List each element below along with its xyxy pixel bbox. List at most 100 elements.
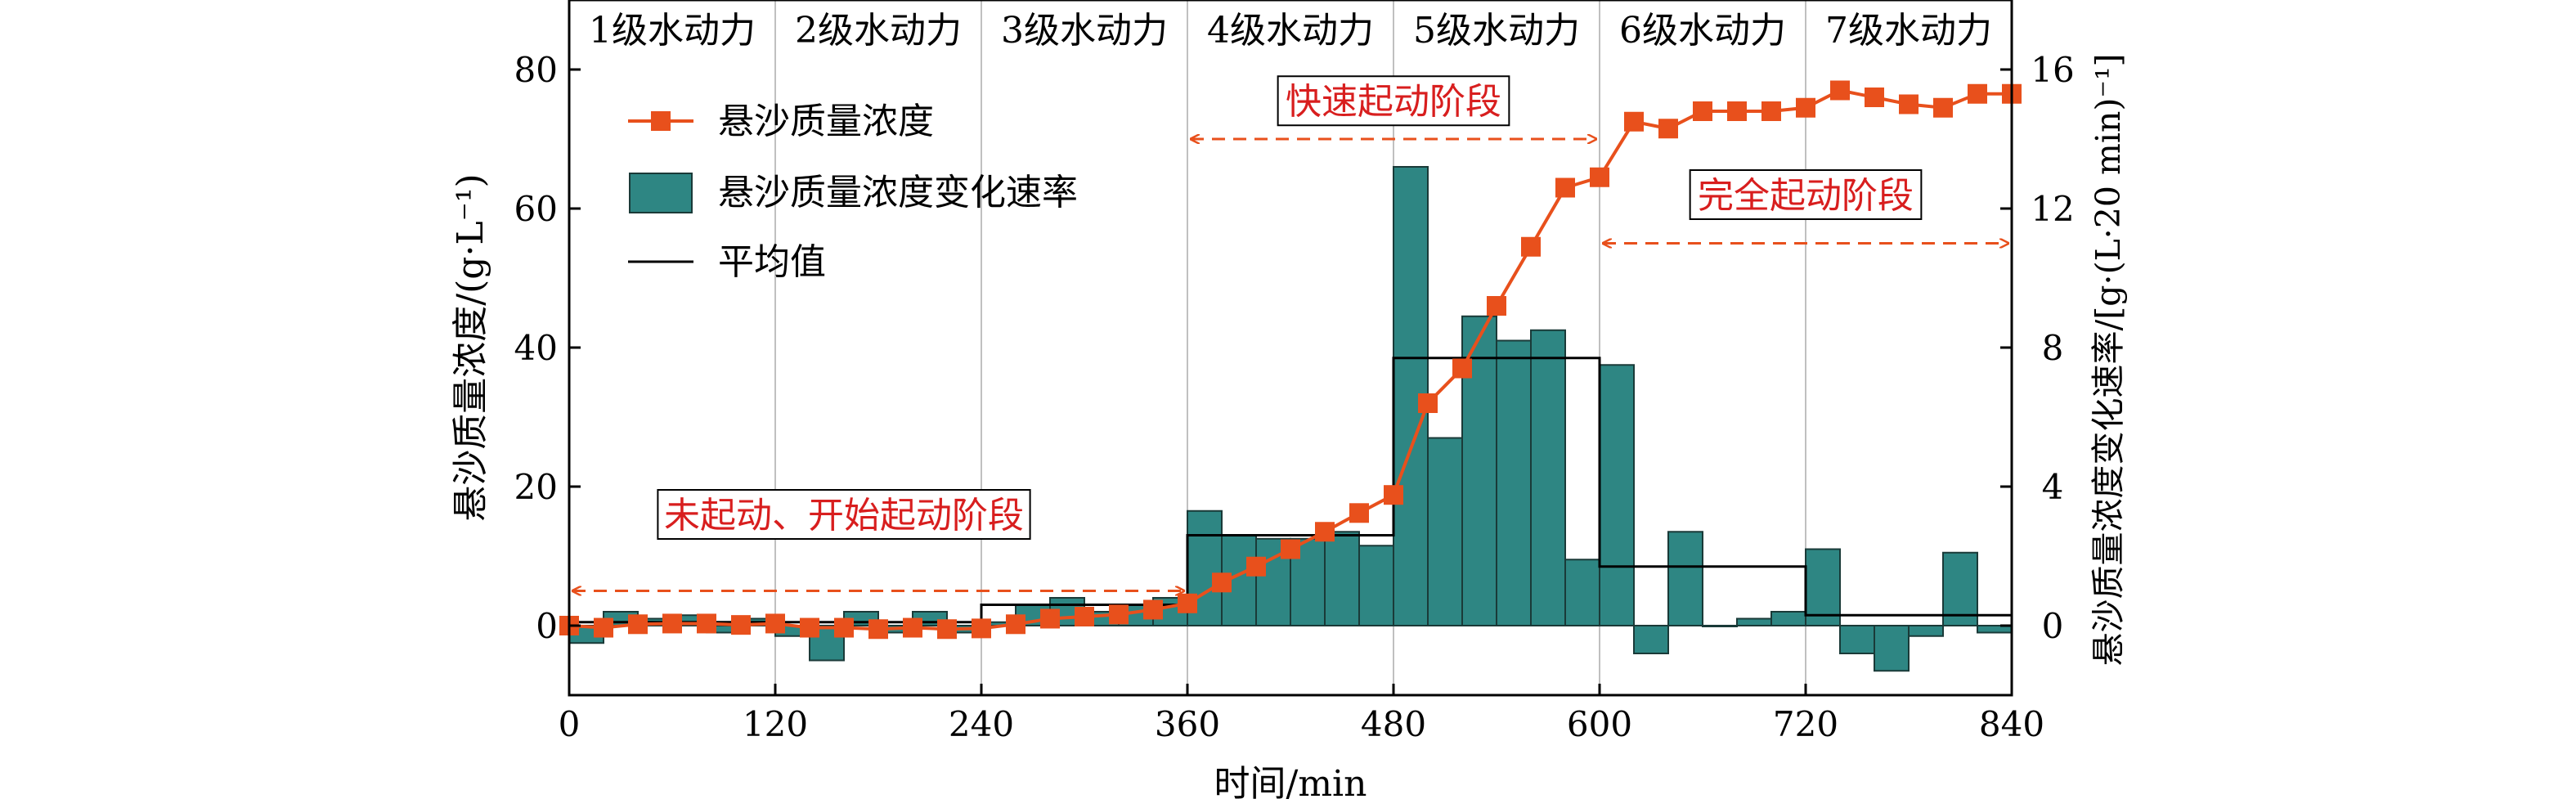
concentration-marker — [1418, 393, 1438, 413]
concentration-marker — [1246, 556, 1266, 577]
concentration-marker — [1968, 83, 1987, 104]
legend-concentration-label: 悬沙质量浓度 — [718, 101, 934, 142]
annotation-box — [1689, 169, 1923, 220]
concentration-marker — [1693, 101, 1712, 121]
rate-bar — [1564, 559, 1600, 626]
x-tick-label: 840 — [1979, 704, 2044, 744]
concentration-marker — [903, 617, 922, 638]
x-tick-label: 0 — [559, 704, 581, 744]
rate-bar — [1874, 625, 1910, 672]
concentration-marker — [868, 619, 888, 640]
rate-bar — [1908, 625, 1944, 637]
left-axis-label: 悬沙质量浓度/(g·L⁻¹) — [450, 173, 491, 521]
concentration-marker — [1006, 614, 1025, 635]
x-axis-label: 时间/min — [1214, 763, 1367, 805]
rate-bar — [1942, 551, 1978, 626]
left-y-tick-label: 40 — [514, 328, 558, 368]
concentration-marker — [1040, 608, 1060, 629]
annotation-box — [657, 489, 1031, 540]
x-tick-label: 240 — [949, 704, 1014, 744]
concentration-marker — [937, 619, 957, 640]
right-y-tick-label: 0 — [2042, 606, 2064, 646]
concentration-marker — [1487, 296, 1506, 316]
concentration-marker — [1761, 101, 1781, 121]
stage-label: 4级水动力 — [1207, 10, 1374, 52]
left-y-tick-label: 20 — [514, 467, 558, 507]
concentration-marker — [1899, 94, 1919, 114]
rate-bar — [1427, 437, 1463, 626]
concentration-marker — [1452, 358, 1472, 379]
annotation-text: 快速起动阶段 — [1286, 81, 1501, 123]
rate-bar — [1496, 339, 1532, 626]
stage-label: 6级水动力 — [1619, 10, 1786, 52]
stage-label: 1级水动力 — [589, 10, 756, 52]
right-y-tick-label: 12 — [2031, 189, 2074, 229]
concentration-marker — [1212, 572, 1232, 593]
concentration-marker — [1658, 119, 1678, 139]
axes: 0 120 240 360 480 600 720 840 0 20 40 60 80 0 4 8 12 16 — [514, 50, 2075, 744]
legend-mean-label: 平均值 — [718, 241, 826, 283]
left-y-tick-label: 0 — [536, 606, 558, 646]
x-tick-label: 360 — [1155, 704, 1220, 744]
right-y-tick-label: 4 — [2042, 467, 2064, 507]
concentration-marker — [1315, 522, 1335, 542]
stage-label: 7级水动力 — [1825, 10, 1992, 52]
rate-bar — [1530, 329, 1566, 626]
concentration-marker — [1830, 80, 1850, 101]
annotation-box — [1277, 75, 1510, 127]
x-tick-label: 120 — [743, 704, 808, 744]
right-y-tick-label: 8 — [2042, 328, 2064, 368]
rate-bar — [1599, 364, 1635, 626]
rate-bar — [1324, 531, 1360, 626]
x-tick-label: 480 — [1361, 704, 1426, 744]
mean-steps — [569, 357, 2012, 624]
concentration-marker — [1178, 593, 1197, 613]
rate-bar — [1805, 548, 1841, 626]
rate-bar — [1633, 625, 1669, 654]
concentration-marker — [1109, 604, 1129, 625]
concentration-marker — [972, 618, 991, 639]
x-tick-label: 720 — [1773, 704, 1838, 744]
right-y-tick-label: 16 — [2031, 50, 2074, 90]
concentration-line — [559, 80, 2022, 640]
x-tick-label: 600 — [1567, 704, 1632, 744]
concentration-marker — [1727, 101, 1747, 121]
concentration-marker — [1796, 97, 1815, 118]
concentration-marker — [1349, 503, 1369, 523]
concentration-marker — [1281, 539, 1300, 559]
rate-bar — [1770, 611, 1806, 626]
rate-bar — [1358, 545, 1394, 626]
rate-bars — [568, 166, 2013, 672]
concentration-marker — [1624, 111, 1644, 132]
concentration-marker — [594, 617, 613, 638]
concentration-marker — [628, 614, 648, 635]
stage-label: 5级水动力 — [1413, 10, 1580, 52]
stage-label: 3级水动力 — [1001, 10, 1168, 52]
rate-bar — [1839, 625, 1875, 654]
concentration-marker — [1590, 167, 1609, 187]
concentration-marker — [1384, 485, 1403, 505]
concentration-marker — [765, 613, 785, 634]
stage-label: 2级水动力 — [795, 10, 962, 52]
concentration-marker — [1075, 606, 1094, 626]
right-axis-label: 悬沙质量浓度变化速率/[g·(L·20 min)⁻¹] — [2089, 53, 2128, 666]
annotation-text: 未起动、开始起动阶段 — [664, 495, 1024, 536]
mean-step-line — [569, 357, 2012, 624]
concentration-marker — [731, 615, 751, 635]
concentration-marker — [1143, 599, 1163, 620]
concentration-marker — [1933, 97, 1953, 118]
concentration-marker — [697, 613, 716, 634]
legend-concentration-marker — [651, 111, 671, 131]
rate-bar — [1667, 531, 1703, 626]
concentration-marker — [1865, 88, 1884, 107]
concentration-marker — [834, 617, 854, 638]
concentration-marker — [1555, 177, 1575, 198]
concentration-marker — [1521, 236, 1541, 257]
concentration-marker — [662, 613, 682, 634]
legend-rate-label: 悬沙质量浓度变化速率 — [718, 172, 1078, 213]
legend-rate-swatch — [629, 173, 693, 213]
rate-bar — [1736, 617, 1772, 626]
annotation-text: 完全起动阶段 — [1698, 175, 1914, 217]
